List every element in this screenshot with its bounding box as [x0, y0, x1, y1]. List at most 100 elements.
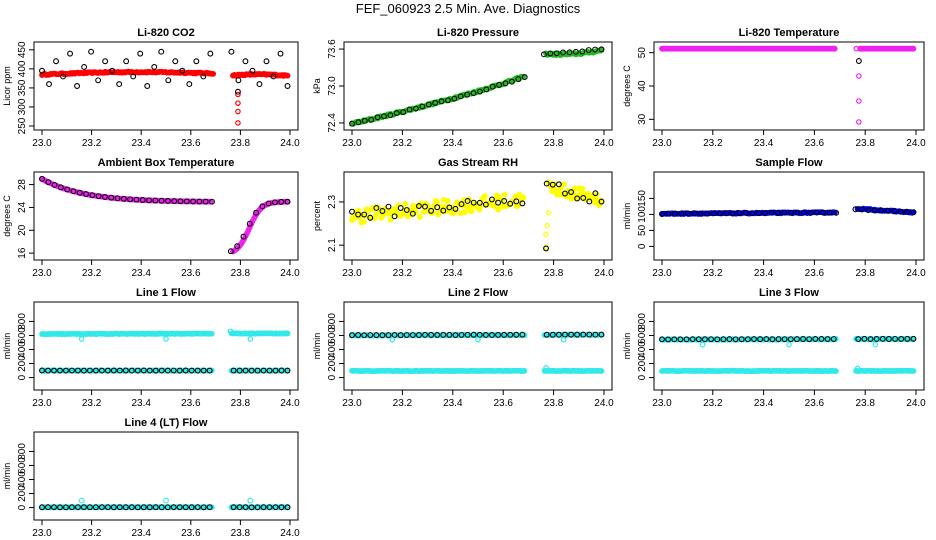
- data-point: [762, 210, 769, 217]
- data-point: [116, 81, 123, 88]
- y-tick-label: 600: [637, 327, 648, 344]
- data-point: [45, 179, 52, 186]
- data-point: [83, 191, 90, 198]
- x-tick-label: 23.8: [855, 138, 875, 149]
- x-tick-label: 23.8: [855, 268, 875, 279]
- data-point: [714, 336, 721, 343]
- data-point: [729, 210, 736, 217]
- data-point: [122, 367, 129, 374]
- data-point: [697, 210, 704, 217]
- data-point: [560, 336, 567, 343]
- data-point: [481, 193, 488, 199]
- data-point: [852, 206, 859, 213]
- data-point: [428, 331, 435, 338]
- data-point: [736, 210, 743, 217]
- data-point: [598, 331, 605, 338]
- y-tick-label: 600: [327, 327, 338, 344]
- data-point: [86, 367, 93, 374]
- data-point: [678, 210, 685, 217]
- data-point: [891, 208, 898, 215]
- data-point: [468, 208, 475, 215]
- y-tick-label: 0: [637, 374, 648, 380]
- data-point: [182, 367, 189, 374]
- x-axis: 23.0 23.2 23.4 23.6 23.8 24.0: [32, 130, 300, 149]
- y-axis-label: ml/min: [622, 333, 632, 360]
- x-tick-label: 23.2: [82, 138, 102, 149]
- data-point: [458, 331, 465, 338]
- x-tick-label: 23.0: [652, 268, 672, 279]
- data-point: [158, 197, 165, 204]
- data-point: [861, 335, 868, 342]
- plot-frame: [33, 41, 299, 131]
- data-point: [521, 74, 528, 81]
- series-reference: [349, 331, 605, 339]
- x-tick-label: 23.4: [131, 268, 151, 279]
- y-axis-label: kPa: [312, 78, 322, 94]
- data-point: [671, 336, 678, 343]
- x-tick-label: 23.4: [443, 398, 463, 409]
- data-point: [458, 201, 465, 208]
- data-point: [415, 203, 422, 209]
- data-point: [470, 199, 477, 206]
- x-tick-label: 23.2: [82, 398, 102, 409]
- data-point: [171, 198, 178, 205]
- x-tick-label: 23.6: [181, 398, 201, 409]
- data-point: [489, 83, 496, 90]
- data-point: [704, 210, 711, 217]
- data-point: [892, 335, 899, 342]
- data-point: [88, 48, 95, 55]
- data-point: [373, 205, 380, 211]
- y-tick-label: 800: [327, 313, 338, 330]
- data-point: [98, 367, 105, 374]
- data-point: [543, 364, 549, 371]
- y-axis: 2.1 2.3: [327, 195, 344, 252]
- series-measured-after-gap-: [230, 71, 291, 79]
- data-point: [757, 336, 764, 343]
- data-point: [812, 335, 819, 342]
- plot-frame: [33, 171, 299, 261]
- x-tick-label: 23.0: [652, 398, 672, 409]
- data-point: [235, 77, 242, 84]
- data-point: [742, 209, 749, 216]
- x-tick-label: 23.0: [342, 138, 362, 149]
- chart-title: Li-820 Temperature: [739, 27, 840, 39]
- data-point: [78, 336, 85, 342]
- data-point: [598, 198, 605, 205]
- data-point: [361, 218, 367, 225]
- data-point: [278, 198, 285, 205]
- plot-frame: [343, 301, 613, 391]
- x-tick-label: 24.0: [280, 528, 300, 539]
- data-point: [555, 181, 562, 188]
- series-measured-after-gap-: [857, 45, 917, 52]
- data-point: [230, 367, 237, 374]
- data-point: [194, 367, 201, 374]
- y-tick-label: 2.1: [327, 238, 338, 252]
- x-tick-label: 23.6: [181, 528, 201, 539]
- data-point: [732, 336, 739, 343]
- data-point: [284, 367, 291, 374]
- x-tick-label: 23.2: [393, 398, 413, 409]
- data-point: [543, 231, 549, 238]
- data-point: [501, 198, 508, 204]
- y-tick-label: 800: [17, 313, 28, 330]
- x-axis: 23.0 23.2 23.4 23.6 23.8 24.0: [342, 130, 614, 149]
- data-point: [853, 45, 860, 52]
- data-point: [683, 336, 690, 343]
- data-point: [349, 332, 355, 339]
- y-tick-label: 16: [17, 247, 28, 259]
- data-point: [67, 50, 74, 57]
- x-tick-label: 23.4: [754, 398, 774, 409]
- data-point: [910, 335, 917, 342]
- data-point: [580, 195, 587, 201]
- data-point: [140, 367, 147, 374]
- data-point: [720, 336, 727, 343]
- data-point: [519, 331, 526, 338]
- data-point: [824, 336, 831, 343]
- data-point: [445, 97, 451, 104]
- x-tick-label: 24.0: [594, 138, 614, 149]
- plot-frame: [653, 41, 925, 131]
- data-point: [284, 83, 291, 89]
